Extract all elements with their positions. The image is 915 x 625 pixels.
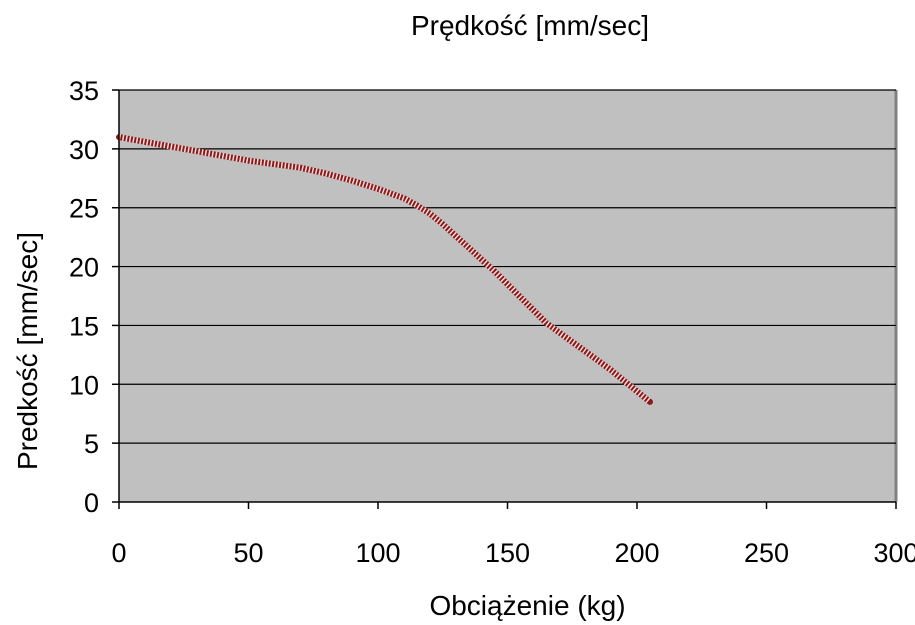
x-tick-label: 250 — [744, 538, 789, 568]
x-tick-label: 200 — [614, 538, 659, 568]
y-tick-label: 0 — [84, 488, 99, 518]
plot-area — [119, 90, 896, 502]
x-axis-ticks: 0 50 100 150 200 250 300 — [111, 502, 915, 568]
y-tick-label: 20 — [69, 253, 99, 283]
x-tick-label: 50 — [233, 538, 263, 568]
y-tick-label: 10 — [69, 370, 99, 400]
x-tick-label: 300 — [873, 538, 915, 568]
y-tick-label: 30 — [69, 135, 99, 165]
y-tick-label: 25 — [69, 194, 99, 224]
y-tick-label: 15 — [69, 311, 99, 341]
y-axis-title: Predkość [mm/sec] — [12, 232, 43, 470]
x-axis-title: Obciążenie (kg) — [429, 590, 625, 621]
y-tick-label: 35 — [69, 76, 99, 106]
y-tick-label: 5 — [84, 429, 99, 459]
x-tick-label: 100 — [355, 538, 400, 568]
y-axis-ticks: 0 5 10 15 20 25 30 35 — [69, 76, 119, 518]
x-tick-label: 0 — [111, 538, 126, 568]
x-tick-label: 150 — [485, 538, 530, 568]
